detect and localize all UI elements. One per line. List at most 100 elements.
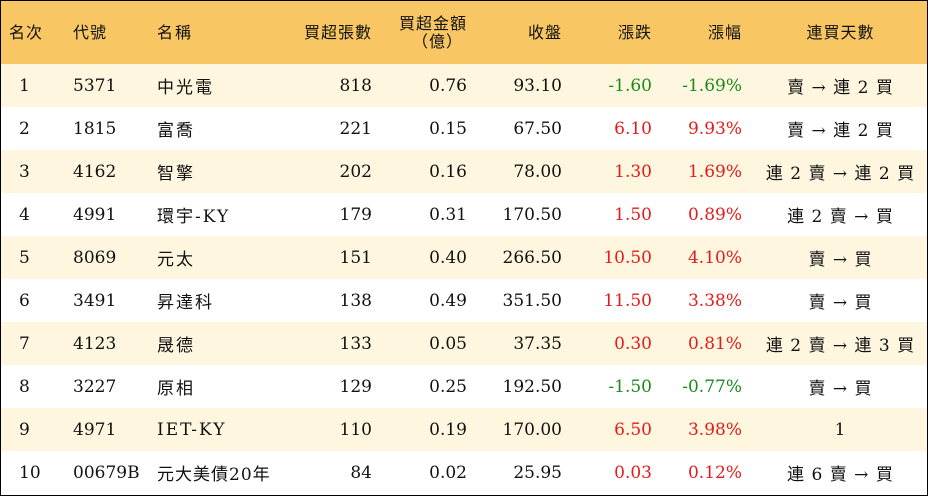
- col-header-net-buy-lots: 買超張數: [303, 22, 372, 42]
- cell-name: 元大美債20年: [157, 465, 271, 485]
- table-row: 4 4991 環宇-KY 179 0.31 170.50 1.50 0.89% …: [1, 193, 927, 236]
- cell-code: 8069: [73, 247, 117, 268]
- table-row: 5 8069 元太 151 0.40 266.50 10.50 4.10% 賣 …: [1, 236, 927, 279]
- cell-name: IET-KY: [157, 419, 227, 440]
- cell-code: 4991: [73, 204, 117, 225]
- cell-close: 25.95: [513, 462, 562, 483]
- cell-code: 4162: [73, 161, 117, 182]
- cell-close: 170.50: [502, 204, 562, 225]
- cell-streak: 1: [834, 419, 847, 440]
- cell-streak: 賣 → 買: [808, 250, 873, 270]
- cell-change-pct: 0.89%: [687, 204, 742, 225]
- table-row: 6 3491 昇達科 138 0.49 351.50 11.50 3.38% 賣…: [1, 279, 927, 322]
- cell-name: 智擎: [157, 164, 195, 184]
- col-header-close: 收盤: [527, 22, 562, 42]
- col-header-name: 名稱: [157, 22, 194, 42]
- cell-change: -1.50: [608, 376, 652, 397]
- cell-close: 170.00: [502, 419, 562, 440]
- cell-net-buy-amount: 0.16: [429, 161, 467, 182]
- col-header-net-buy-amount-line2: （億）: [411, 31, 463, 51]
- cell-streak: 賣 → 買: [808, 293, 873, 313]
- cell-change-pct: -1.69%: [682, 75, 742, 96]
- cell-code: 4123: [73, 333, 117, 354]
- cell-rank: 5: [19, 247, 30, 268]
- table-row: 10 00679B 元大美債20年 84 0.02 25.95 0.03 0.1…: [1, 451, 927, 494]
- cell-code: 1815: [73, 118, 117, 139]
- cell-rank: 2: [19, 118, 30, 139]
- table-row: 8 3227 原相 129 0.25 192.50 -1.50 -0.77% 賣…: [1, 365, 927, 408]
- col-header-net-buy-amount-line1: 買超金額: [398, 13, 467, 33]
- col-header-rank: 名次: [9, 22, 44, 42]
- cell-change: 6.50: [614, 419, 652, 440]
- col-header-change-pct: 漲幅: [707, 22, 742, 42]
- cell-change: -1.60: [608, 75, 652, 96]
- cell-net-buy-lots: 221: [339, 118, 372, 139]
- cell-code: 00679B: [73, 462, 140, 483]
- col-header-change: 漲跌: [617, 22, 652, 42]
- cell-close: 78.00: [513, 161, 562, 182]
- cell-net-buy-amount: 0.40: [429, 247, 467, 268]
- cell-net-buy-lots: 138: [339, 290, 372, 311]
- cell-change: 1.50: [614, 204, 652, 225]
- table-row: 2 1815 富喬 221 0.15 67.50 6.10 9.93% 賣 → …: [1, 107, 927, 150]
- cell-net-buy-amount: 0.31: [429, 204, 467, 225]
- cell-net-buy-amount: 0.25: [429, 376, 467, 397]
- cell-net-buy-lots: 133: [339, 333, 372, 354]
- cell-streak: 賣 → 連 2 買: [787, 121, 894, 141]
- cell-rank: 8: [19, 376, 30, 397]
- cell-rank: 9: [19, 419, 30, 440]
- cell-change: 10.50: [603, 247, 652, 268]
- table-row: 7 4123 晟德 133 0.05 37.35 0.30 0.81% 連 2 …: [1, 322, 927, 365]
- cell-change: 11.50: [603, 290, 652, 311]
- cell-change-pct: 3.38%: [687, 290, 742, 311]
- cell-net-buy-lots: 84: [350, 462, 372, 483]
- cell-streak: 賣 → 買: [808, 379, 873, 399]
- cell-name: 中光電: [157, 78, 214, 98]
- col-header-streak: 連買天數: [806, 22, 875, 42]
- table-row: 9 4971 IET-KY 110 0.19 170.00 6.50 3.98%…: [1, 408, 927, 451]
- cell-rank: 1: [19, 75, 30, 96]
- cell-change-pct: 0.12%: [687, 462, 742, 483]
- cell-change-pct: 9.93%: [687, 118, 742, 139]
- cell-streak: 連 2 賣 → 連 3 買: [765, 336, 916, 356]
- cell-change-pct: 0.81%: [687, 333, 742, 354]
- col-header-net-buy-amount: 買超金額 （億）: [382, 1, 477, 64]
- cell-rank: 7: [19, 333, 30, 354]
- cell-name: 元太: [157, 250, 195, 270]
- table-body: 1 5371 中光電 818 0.76 93.10 -1.60 -1.69% 賣…: [1, 64, 927, 494]
- cell-close: 93.10: [513, 75, 562, 96]
- cell-close: 351.50: [502, 290, 562, 311]
- cell-change-pct: 4.10%: [687, 247, 742, 268]
- cell-rank: 6: [19, 290, 30, 311]
- cell-streak: 連 2 賣 → 連 2 買: [765, 164, 916, 184]
- cell-net-buy-lots: 129: [339, 376, 372, 397]
- cell-name: 環宇-KY: [157, 207, 231, 227]
- cell-net-buy-lots: 151: [339, 247, 372, 268]
- cell-change: 6.10: [614, 118, 652, 139]
- cell-change: 1.30: [614, 161, 652, 182]
- cell-code: 3491: [73, 290, 117, 311]
- header-row: 名次 代號 名稱 買超張數 買超金額 （億） 收盤 漲跌 漲幅 連買天數: [1, 1, 927, 64]
- cell-code: 5371: [73, 75, 117, 96]
- cell-change: 0.03: [614, 462, 652, 483]
- cell-close: 192.50: [502, 376, 562, 397]
- cell-code: 4971: [73, 419, 117, 440]
- table-row: 3 4162 智擎 202 0.16 78.00 1.30 1.69% 連 2 …: [1, 150, 927, 193]
- cell-change-pct: 3.98%: [687, 419, 742, 440]
- cell-code: 3227: [73, 376, 117, 397]
- cell-rank: 4: [19, 204, 30, 225]
- cell-name: 晟德: [157, 336, 195, 356]
- cell-close: 266.50: [502, 247, 562, 268]
- cell-net-buy-amount: 0.76: [429, 75, 467, 96]
- cell-streak: 賣 → 連 2 買: [787, 78, 894, 98]
- table-row: 1 5371 中光電 818 0.76 93.10 -1.60 -1.69% 賣…: [1, 64, 927, 107]
- cell-change: 0.30: [614, 333, 652, 354]
- cell-net-buy-amount: 0.19: [429, 419, 467, 440]
- cell-streak: 連 6 賣 → 買: [787, 465, 894, 485]
- cell-streak: 連 2 賣 → 買: [787, 207, 894, 227]
- cell-change-pct: 1.69%: [687, 161, 742, 182]
- cell-net-buy-lots: 110: [339, 419, 372, 440]
- cell-net-buy-amount: 0.49: [429, 290, 467, 311]
